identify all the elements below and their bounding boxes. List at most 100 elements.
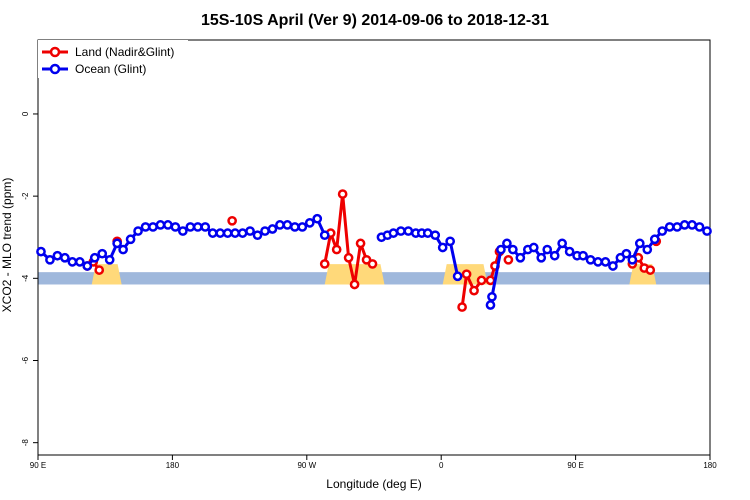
data-point <box>578 250 588 261</box>
data-point <box>319 230 330 241</box>
data-point <box>67 257 78 267</box>
data-point <box>627 254 638 265</box>
y-axis-label: XCO2 - MLO trend (ppm) <box>0 178 14 313</box>
data-point <box>593 257 603 267</box>
data-point <box>252 230 263 241</box>
data-point <box>89 252 100 263</box>
data-point <box>645 265 656 275</box>
data-point <box>608 261 618 271</box>
data-point <box>452 271 463 282</box>
y-tick-label: -6 <box>21 356 30 364</box>
data-point <box>528 242 539 253</box>
x-tick-label: 90 E <box>30 461 46 470</box>
data-point <box>163 220 173 230</box>
data-point <box>388 228 399 238</box>
data-point <box>664 222 675 232</box>
data-point <box>422 228 433 238</box>
data-point <box>515 252 526 263</box>
x-tick-label: 180 <box>166 461 180 470</box>
data-point <box>133 226 143 236</box>
data-point <box>97 248 108 259</box>
x-tick-label: 0 <box>439 461 444 470</box>
data-point <box>337 189 348 199</box>
legend-land-marker <box>49 46 61 58</box>
x-tick-label: 90 E <box>567 461 583 470</box>
data-point <box>469 285 479 296</box>
data-point <box>585 254 596 265</box>
data-point <box>140 222 151 232</box>
data-point <box>437 242 448 253</box>
y-tick-label: -2 <box>21 192 30 200</box>
legend-box <box>38 40 188 78</box>
data-point <box>542 244 553 255</box>
data-point <box>564 246 575 257</box>
data-point <box>331 244 342 255</box>
data-point <box>485 275 496 286</box>
data-point <box>74 257 85 267</box>
data-point <box>178 226 188 236</box>
data-point <box>487 291 497 302</box>
data-point <box>476 275 487 286</box>
data-point <box>694 222 705 232</box>
data-point <box>355 238 366 249</box>
data-point <box>45 254 55 265</box>
plot-frame <box>37 39 711 456</box>
legend-land-label: Land (Nadir&Glint) <box>75 45 174 59</box>
data-point <box>82 261 93 271</box>
data-point <box>502 238 512 249</box>
x-axis-label: Longitude (deg E) <box>326 477 421 491</box>
chart-title: 15S-10S April (Ver 9) 2014-09-06 to 2018… <box>201 12 549 29</box>
data-point <box>267 224 278 234</box>
data-point <box>557 238 568 249</box>
data-point <box>702 226 712 236</box>
data-point <box>367 259 378 269</box>
x-tick-label: 180 <box>703 461 717 470</box>
data-point <box>343 252 354 263</box>
y-tick-label: 0 <box>21 111 30 116</box>
data-point <box>155 220 166 230</box>
data-point <box>60 252 70 263</box>
data-point <box>125 234 136 245</box>
series-ocean <box>36 213 712 310</box>
data-point <box>170 222 181 232</box>
data-point <box>227 215 237 226</box>
data-point <box>52 250 63 261</box>
data-point <box>192 222 203 232</box>
data-point <box>112 238 122 249</box>
data-point <box>290 222 300 232</box>
legend-ocean-marker <box>49 63 61 75</box>
data-point <box>634 238 645 249</box>
y-tick-label: -8 <box>21 439 30 447</box>
legend-ocean-label: Ocean (Glint) <box>75 62 146 76</box>
data-point <box>403 226 414 236</box>
data-point <box>621 248 632 259</box>
data-point <box>222 228 233 238</box>
data-point <box>275 220 285 230</box>
data-point <box>94 265 105 275</box>
data-point <box>312 213 323 224</box>
data-point <box>230 228 240 238</box>
data-point <box>445 236 456 247</box>
data-point <box>485 300 496 310</box>
data-point <box>672 222 682 232</box>
data-point <box>349 279 360 290</box>
data-point <box>118 244 128 255</box>
data-point <box>297 222 308 232</box>
data-point <box>304 217 315 228</box>
data-point <box>104 254 115 265</box>
data-point <box>282 220 293 230</box>
data-point <box>319 259 330 269</box>
data-point <box>207 228 218 238</box>
data-point <box>649 234 660 245</box>
data-point <box>642 244 653 255</box>
legend-item-ocean: Ocean (Glint) <box>42 62 146 76</box>
data-point <box>457 302 467 312</box>
data-point <box>430 230 441 241</box>
data-point <box>687 220 697 230</box>
data-point <box>679 220 690 230</box>
data-point <box>260 226 270 236</box>
data-point <box>148 222 158 232</box>
legend-item-land: Land (Nadir&Glint) <box>42 45 174 59</box>
data-point <box>536 252 547 263</box>
